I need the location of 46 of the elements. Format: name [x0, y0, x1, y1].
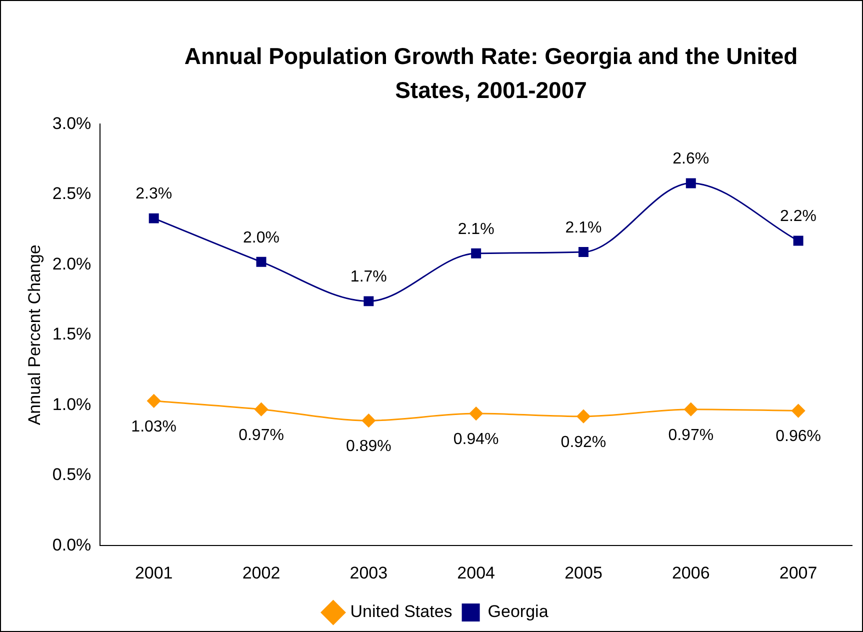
x-tick-label: 2004	[457, 563, 495, 582]
data-label: 2.0%	[243, 229, 280, 246]
data-label: 2.6%	[672, 150, 710, 168]
data-label: 0.96%	[776, 428, 821, 446]
y-tick-label: 1.0%	[52, 394, 92, 414]
point	[793, 236, 804, 246]
x-tick-label: 2005	[564, 563, 602, 582]
y-axis-title: Annual Percent Change	[24, 244, 44, 426]
x-tick-label: 2001	[134, 563, 173, 582]
point	[147, 394, 161, 408]
x-tick-label: 2007	[779, 563, 818, 582]
data-label: 0.97%	[238, 426, 284, 444]
point	[364, 296, 374, 306]
point	[684, 402, 698, 416]
data-label: 0.89%	[346, 438, 392, 455]
data-label: 0.92%	[560, 434, 606, 451]
point	[469, 406, 483, 420]
point	[578, 247, 588, 258]
y-tick-label: 2.5%	[52, 184, 92, 204]
x-tick-label: 2006	[672, 563, 710, 582]
data-label: 2.1%	[458, 220, 494, 238]
data-label: 0.97%	[668, 426, 714, 444]
point	[686, 178, 696, 188]
point	[254, 402, 268, 416]
y-tick-label: 3.0%	[52, 114, 92, 133]
legend-label: United States	[350, 602, 452, 622]
point	[792, 404, 806, 418]
data-label: 2.2%	[780, 208, 817, 226]
y-tick-label: 0.0%	[52, 535, 92, 554]
data-label: 2.3%	[136, 186, 172, 203]
y-tick-label: 0.5%	[52, 465, 92, 484]
point	[471, 248, 482, 258]
point	[576, 410, 590, 424]
point	[256, 256, 266, 267]
data-label: 1.03%	[131, 418, 177, 436]
point	[362, 414, 376, 428]
legend-label: Georgia	[488, 602, 549, 622]
x-tick-label: 2002	[242, 563, 280, 582]
point	[148, 213, 159, 224]
data-label: 2.1%	[565, 219, 602, 236]
data-label: 0.94%	[453, 430, 499, 448]
x-tick-label: 2003	[350, 563, 388, 582]
data-label: 1.7%	[350, 268, 387, 286]
y-tick-label: 2.0%	[52, 254, 92, 274]
y-tick-label: 1.5%	[52, 324, 92, 344]
chart-title: Annual Population Growth Rate: Georgia and the United States, 2001-2007	[183, 42, 799, 105]
